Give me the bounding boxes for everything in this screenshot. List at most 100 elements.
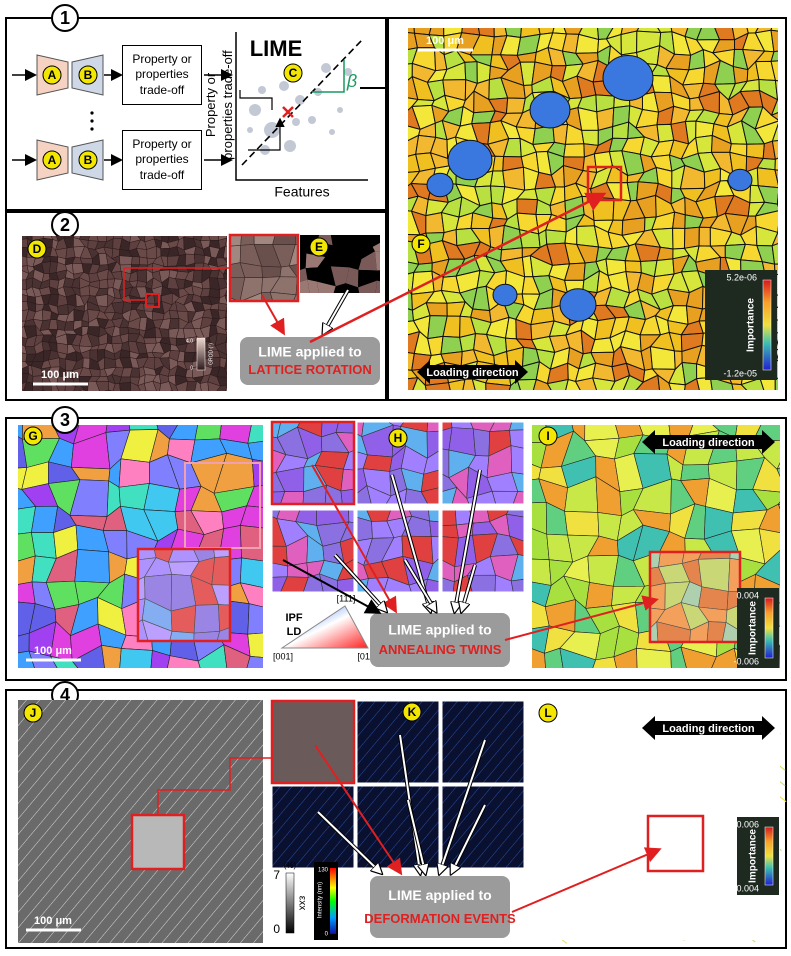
grain <box>754 105 778 130</box>
grain <box>215 257 227 267</box>
letter-badge <box>27 239 47 259</box>
panel-badge <box>51 4 79 32</box>
grain <box>711 647 739 668</box>
letter-badge <box>411 234 431 254</box>
thumbnail-frame <box>271 509 355 593</box>
callout-text: LIME applied to <box>388 887 491 903</box>
grain <box>141 619 173 641</box>
grain <box>64 320 75 331</box>
slope-marker <box>312 60 345 93</box>
grain <box>222 257 227 264</box>
grain <box>774 79 778 101</box>
micrograph <box>442 510 524 592</box>
colorbar-min: -1.2e-05 <box>723 368 757 378</box>
grain <box>346 253 362 270</box>
grain <box>225 342 227 355</box>
perturb-path <box>239 90 273 110</box>
grain <box>22 389 24 391</box>
grain <box>224 295 227 303</box>
grain <box>239 505 263 529</box>
low-importance-grain <box>426 172 454 198</box>
grain <box>683 226 700 249</box>
slope-label: β <box>346 71 357 91</box>
sample-dot <box>295 95 305 105</box>
grain <box>729 552 740 561</box>
grain <box>150 650 171 668</box>
arrow <box>440 739 486 872</box>
micrograph <box>357 510 439 592</box>
grain <box>194 425 222 441</box>
grain <box>771 243 778 265</box>
letter-badge <box>388 428 408 448</box>
grain <box>770 112 778 121</box>
grain <box>194 380 202 391</box>
arrow <box>511 847 662 913</box>
loading-arrow <box>417 360 528 384</box>
grain <box>186 380 197 391</box>
grain <box>670 646 687 668</box>
panel-number: 4 <box>60 685 70 705</box>
grain <box>695 134 713 154</box>
grain <box>23 389 27 391</box>
thumbnail-frame <box>356 421 440 505</box>
low-importance-grain <box>447 139 493 181</box>
fit-line <box>241 39 363 166</box>
grain <box>668 382 686 390</box>
grain <box>420 487 439 504</box>
grain <box>64 383 76 391</box>
grain <box>108 389 113 391</box>
colorbar <box>285 872 295 934</box>
ipf-triangle <box>280 605 369 649</box>
grain <box>613 647 638 668</box>
letter: I <box>546 429 549 443</box>
grain <box>131 256 140 265</box>
grain <box>420 469 439 493</box>
grain <box>216 384 227 391</box>
grain <box>82 357 91 369</box>
grain <box>509 422 524 431</box>
grain <box>740 377 765 390</box>
grain <box>224 237 227 247</box>
arrow <box>455 469 481 610</box>
grain <box>559 647 597 668</box>
grain <box>776 462 780 470</box>
grain <box>706 621 727 642</box>
grain <box>758 528 780 565</box>
grain <box>430 536 439 565</box>
grain <box>167 655 201 668</box>
grain <box>411 270 435 295</box>
ellipsis-dot <box>90 119 94 123</box>
grain <box>300 253 307 271</box>
low-importance-grain <box>727 168 753 192</box>
grain <box>672 227 686 250</box>
grain <box>375 280 380 293</box>
letter-badge <box>283 63 303 83</box>
thumbnail <box>271 785 355 869</box>
callout-highlight: DEFORMATION EVENTS <box>364 911 516 926</box>
grain <box>239 582 263 608</box>
grain <box>574 377 598 390</box>
grain <box>335 432 354 453</box>
colorbar-title: Intensity (nm) <box>318 882 324 918</box>
grain <box>516 198 539 216</box>
grain <box>300 242 307 257</box>
grain <box>79 257 93 265</box>
grain <box>168 381 179 391</box>
grain <box>216 627 230 641</box>
sample-dot <box>279 81 289 91</box>
colorbar <box>762 279 772 371</box>
ipf-title: IPF <box>285 612 302 624</box>
grain <box>138 619 149 641</box>
grain <box>592 656 617 668</box>
grain <box>404 488 429 504</box>
grain <box>510 445 524 475</box>
colorbar <box>764 597 774 659</box>
grain <box>689 621 710 642</box>
letter: B <box>84 68 93 82</box>
grain <box>770 60 778 82</box>
sample-dot <box>344 68 352 76</box>
grain <box>774 157 778 171</box>
grain <box>578 399 600 412</box>
callout <box>370 613 510 667</box>
colorbar-max: 4.0 <box>186 338 193 344</box>
